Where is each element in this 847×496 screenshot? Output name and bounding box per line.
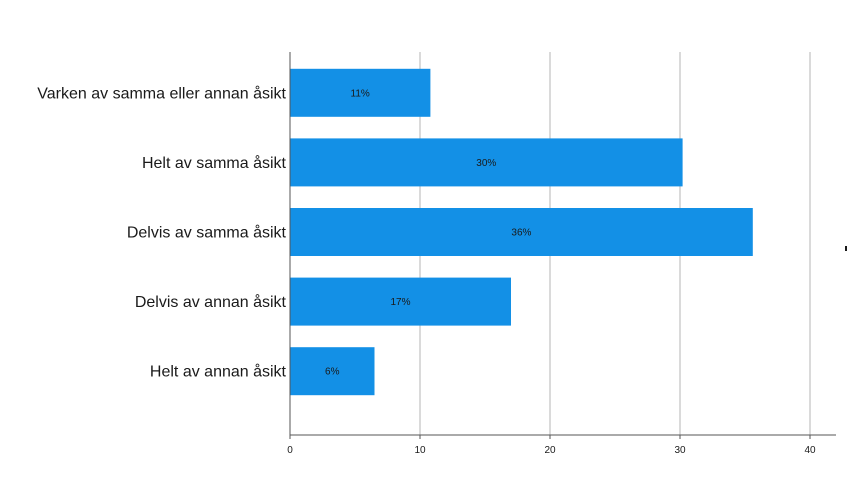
category-label: Helt av samma åsikt: [142, 154, 287, 172]
bar: [290, 208, 753, 256]
x-tick-label: 10: [414, 445, 426, 456]
axes: [289, 52, 836, 439]
edge-marker: [845, 246, 847, 251]
bars: [290, 68, 753, 396]
bar: [290, 68, 431, 117]
data-label: 17%: [390, 297, 410, 308]
category-labels: Varken av samma eller annan åsikt Helt av…: [37, 84, 286, 380]
category-label: Delvis av annan åsikt: [135, 293, 287, 311]
x-tick-label: 20: [544, 445, 556, 456]
data-label: 11%: [351, 88, 370, 99]
data-label: 36%: [511, 228, 531, 239]
x-tick-labels: 0 10 20 30 40: [287, 445, 816, 456]
category-label: Helt av annan åsikt: [150, 363, 287, 381]
category-label: Delvis av samma åsikt: [127, 224, 287, 242]
x-tick-label: 30: [674, 445, 686, 456]
x-tick-label: 0: [287, 445, 293, 456]
bar: [290, 138, 683, 187]
bar: [290, 347, 375, 396]
data-label: 30%: [476, 158, 496, 169]
bar: [290, 277, 511, 326]
category-label: Varken av samma eller annan åsikt: [37, 84, 286, 102]
x-tick-label: 40: [804, 445, 816, 456]
data-label: 6%: [325, 367, 340, 378]
data-labels: 11% 30% 36% 17% 6%: [325, 88, 531, 377]
